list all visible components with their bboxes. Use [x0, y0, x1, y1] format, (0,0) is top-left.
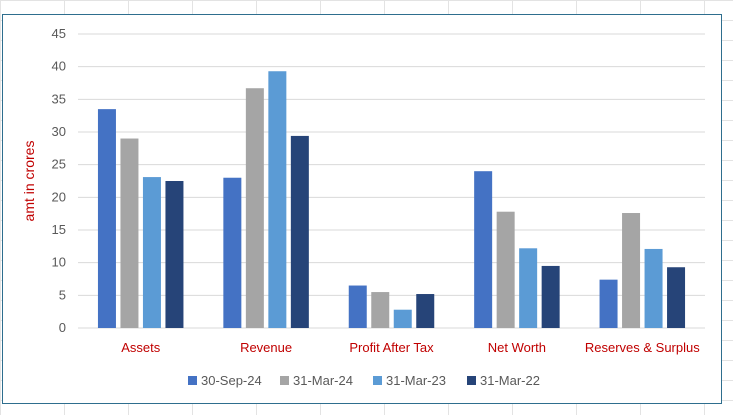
category-label: Net Worth — [488, 340, 546, 355]
bar[interactable] — [120, 138, 139, 328]
y-tick-label: 5 — [59, 287, 66, 302]
bars — [97, 71, 686, 329]
legend-label: 31-Mar-22 — [480, 373, 540, 388]
bar[interactable] — [97, 109, 116, 328]
y-tick-label: 35 — [52, 91, 66, 106]
category-label: Revenue — [240, 340, 292, 355]
bar[interactable] — [245, 88, 264, 328]
bar[interactable] — [644, 248, 663, 328]
legend-swatch — [373, 376, 382, 385]
bar[interactable] — [268, 71, 287, 329]
category-label: Reserves & Surplus — [585, 340, 700, 355]
bar[interactable] — [165, 181, 184, 328]
bar[interactable] — [223, 177, 242, 328]
legend-label: 31-Mar-23 — [386, 373, 446, 388]
y-tick-label: 45 — [52, 26, 66, 41]
legend-swatch — [467, 376, 476, 385]
gridlines — [78, 33, 705, 329]
bar[interactable] — [371, 292, 390, 328]
legend: 30-Sep-24 31-Mar-24 31-Mar-23 31-Mar-22 — [188, 373, 540, 388]
bar[interactable] — [416, 294, 435, 328]
y-axis-label: amt in crores — [21, 141, 37, 222]
bar[interactable] — [519, 248, 538, 328]
legend-swatch — [280, 376, 289, 385]
y-tick-label: 25 — [52, 157, 66, 172]
legend-label: 30-Sep-24 — [201, 373, 262, 388]
y-tick-label: 0 — [59, 320, 66, 335]
category-label: Profit After Tax — [349, 340, 434, 355]
bar[interactable] — [599, 279, 618, 328]
y-tick-label: 30 — [52, 124, 66, 139]
bar[interactable] — [541, 265, 560, 328]
bar[interactable] — [393, 309, 412, 328]
bar[interactable] — [496, 211, 515, 328]
y-axis-ticks: 0 5 10 15 20 25 30 35 40 45 — [52, 26, 66, 335]
y-tick-label: 10 — [52, 255, 66, 270]
category-labels: Assets Revenue Profit After Tax Net Worth Re… — [121, 340, 700, 355]
bar[interactable] — [142, 177, 161, 328]
bar[interactable] — [290, 135, 309, 328]
y-tick-label: 40 — [52, 59, 66, 74]
y-tick-label: 15 — [52, 222, 66, 237]
bar[interactable] — [667, 267, 686, 328]
bar[interactable] — [622, 213, 641, 328]
legend-swatch — [188, 376, 197, 385]
category-label: Assets — [121, 340, 161, 355]
y-tick-label: 20 — [52, 189, 66, 204]
bar[interactable] — [474, 171, 493, 328]
legend-label: 31-Mar-24 — [293, 373, 353, 388]
bar[interactable] — [348, 285, 367, 328]
